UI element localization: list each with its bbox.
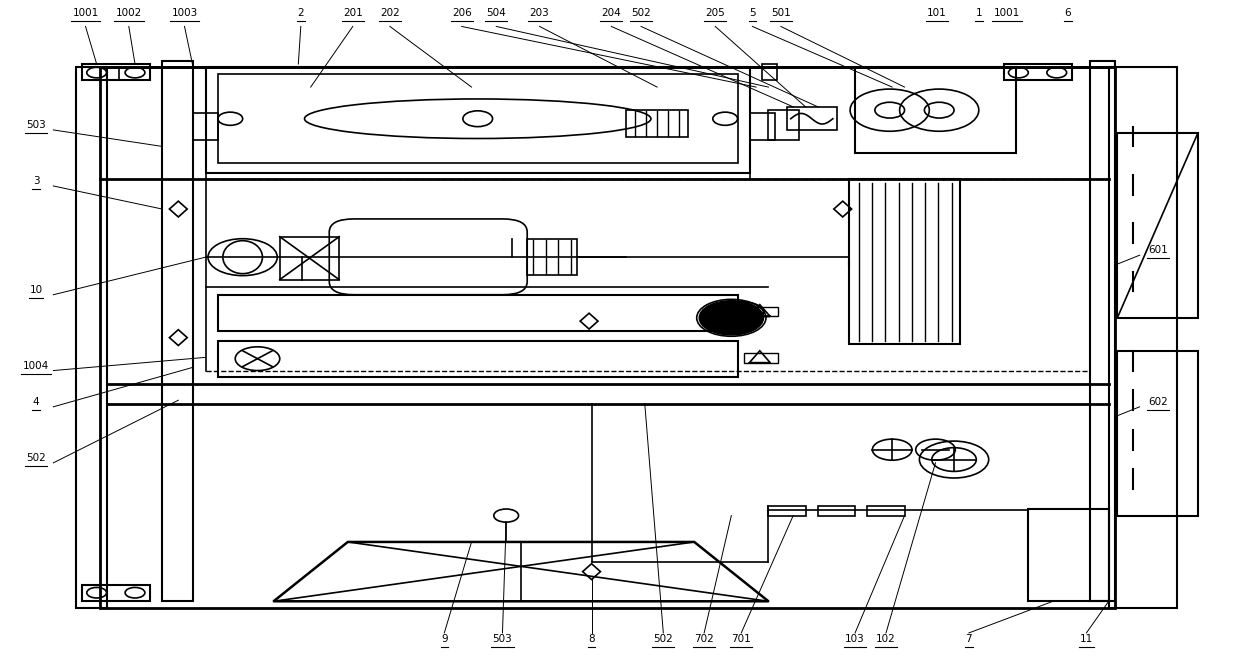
Text: 10: 10 [30, 285, 42, 295]
Text: 702: 702 [694, 634, 714, 644]
Text: 11: 11 [1080, 634, 1092, 644]
Text: 2: 2 [298, 8, 304, 18]
Text: 102: 102 [877, 634, 895, 644]
Text: 502: 502 [26, 453, 46, 463]
Text: 601: 601 [1148, 245, 1168, 255]
Text: 1002: 1002 [115, 8, 141, 18]
Text: 1: 1 [976, 8, 982, 18]
Text: 1004: 1004 [22, 361, 50, 371]
Text: 9: 9 [441, 634, 448, 644]
Text: 701: 701 [732, 634, 751, 644]
Text: 203: 203 [529, 8, 549, 18]
Circle shape [699, 301, 764, 335]
Text: 6: 6 [1065, 8, 1071, 18]
Text: 4: 4 [32, 397, 40, 407]
Text: 1001: 1001 [72, 8, 99, 18]
Text: 504: 504 [486, 8, 506, 18]
Text: 201: 201 [343, 8, 362, 18]
Text: 502: 502 [631, 8, 651, 18]
Text: 1003: 1003 [171, 8, 197, 18]
Text: 502: 502 [653, 634, 673, 644]
Text: 602: 602 [1148, 397, 1168, 407]
Text: 1001: 1001 [994, 8, 1021, 18]
FancyBboxPatch shape [330, 219, 527, 295]
Text: 503: 503 [492, 634, 512, 644]
Text: 206: 206 [451, 8, 471, 18]
Text: 103: 103 [846, 634, 866, 644]
Text: 501: 501 [771, 8, 791, 18]
Text: 503: 503 [26, 120, 46, 130]
Text: 204: 204 [601, 8, 621, 18]
Text: 205: 205 [706, 8, 725, 18]
Text: 3: 3 [32, 176, 40, 186]
Text: 202: 202 [379, 8, 399, 18]
Text: 8: 8 [588, 634, 595, 644]
Text: 101: 101 [926, 8, 946, 18]
Text: 7: 7 [966, 634, 972, 644]
Text: 5: 5 [749, 8, 755, 18]
